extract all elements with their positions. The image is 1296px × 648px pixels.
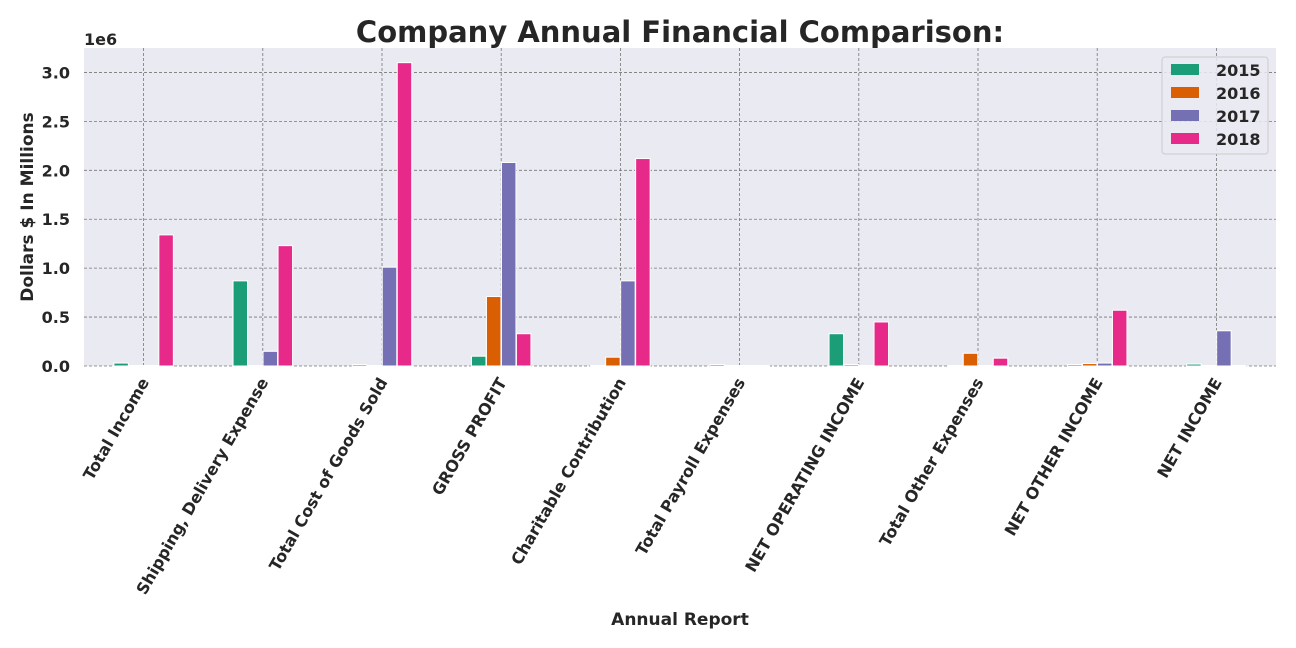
legend-swatch: [1171, 64, 1199, 75]
legend-swatch: [1171, 110, 1199, 121]
bar: [1081, 363, 1098, 367]
y-tick-label: 1.5: [42, 210, 70, 229]
x-tick-label: NET INCOME: [1153, 375, 1226, 482]
bar: [1066, 364, 1083, 367]
bar: [500, 161, 517, 367]
y-tick-label: 0.5: [42, 308, 70, 327]
x-tick-label: Total Income: [79, 374, 153, 483]
legend-swatch: [1171, 133, 1199, 144]
y-tick-label: 2.0: [42, 161, 70, 180]
y-tick-label: 2.5: [42, 112, 70, 131]
bar: [381, 266, 398, 367]
bar: [992, 357, 1009, 367]
chart-title: Company Annual Financial Comparison:: [356, 15, 1004, 49]
x-axis-label: Annual Report: [611, 610, 749, 630]
y-offset-label: 1e6: [84, 30, 117, 49]
grid-lines: [84, 48, 1276, 367]
legend-swatch: [1171, 87, 1199, 98]
bar: [351, 364, 368, 367]
bar: [709, 364, 725, 367]
x-tick-label: Total Cost of Goods Sold: [265, 375, 391, 575]
bar: [232, 280, 249, 367]
bar: [396, 62, 413, 367]
x-tick-label: Total Other Expenses: [875, 375, 987, 550]
bar: [605, 356, 621, 367]
legend-label: 2017: [1216, 107, 1261, 126]
bar: [635, 158, 651, 367]
bar: [470, 355, 487, 367]
bar: [158, 234, 174, 367]
x-tick-label: Charitable Contribution: [507, 375, 630, 569]
bar: [113, 362, 129, 367]
bar: [1216, 330, 1232, 367]
y-tick-label: 3.0: [42, 63, 70, 82]
bar: [873, 321, 890, 367]
bar: [262, 350, 279, 367]
x-tick-label: NET OPERATING INCOME: [741, 375, 868, 576]
bar: [1186, 363, 1202, 367]
y-axis-label: Dollars $ In Millions: [18, 112, 38, 302]
legend-label: 2015: [1216, 61, 1261, 80]
legend: 2015 2016 2017 2018: [1161, 56, 1269, 155]
bar: [828, 333, 845, 367]
bar: [843, 364, 860, 367]
legend-label: 2016: [1216, 84, 1261, 103]
bar: [620, 280, 636, 367]
x-tick-label: Total Payroll Expenses: [632, 375, 749, 559]
x-tick-label: NET OTHER INCOME: [1001, 375, 1107, 540]
bar: [962, 352, 979, 367]
y-tick-label: 1.0: [42, 259, 70, 278]
y-axis-ticks: 0.0 0.5 1.0 1.5 2.0 2.5 3.0: [42, 63, 70, 376]
bar: [485, 296, 502, 367]
legend-box: [1161, 56, 1269, 155]
x-tick-label: Shipping, Delivery Expense: [132, 374, 272, 597]
x-tick-label: GROSS PROFIT: [428, 374, 511, 498]
y-tick-label: 0.0: [42, 357, 70, 376]
bar: [1111, 309, 1128, 367]
bars: [113, 62, 1247, 367]
bar: [277, 245, 294, 367]
legend-label: 2018: [1216, 130, 1261, 149]
bar: [515, 333, 532, 367]
bar: [1096, 362, 1113, 367]
